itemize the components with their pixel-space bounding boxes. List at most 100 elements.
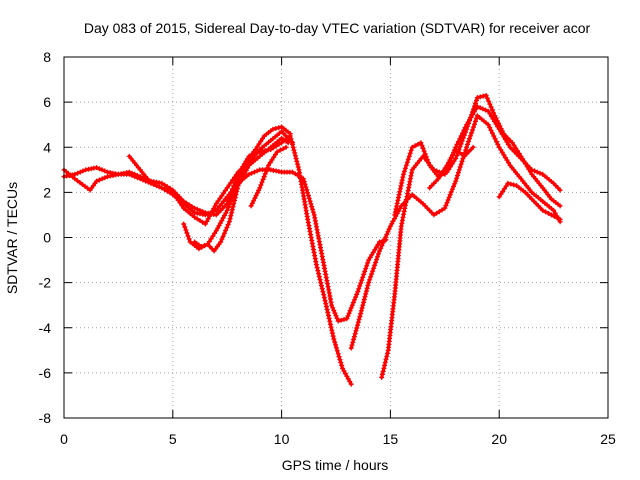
data-point xyxy=(435,176,441,182)
data-point xyxy=(501,186,507,192)
data-point xyxy=(233,172,239,178)
data-point xyxy=(202,221,208,227)
data-point xyxy=(389,221,395,227)
data-point xyxy=(186,236,192,242)
data-point xyxy=(355,322,361,328)
data-point xyxy=(407,150,413,156)
data-point xyxy=(233,192,239,198)
data-point xyxy=(359,277,365,283)
data-point xyxy=(367,255,373,260)
chart-title: Day 083 of 2015, Sidereal Day-to-day VTE… xyxy=(84,20,591,36)
data-point xyxy=(335,318,341,324)
data-point xyxy=(477,94,483,100)
data-point xyxy=(470,144,476,150)
data-point xyxy=(219,218,225,224)
data-point xyxy=(405,156,411,162)
data-point xyxy=(332,339,338,345)
data-point xyxy=(292,153,298,159)
data-point xyxy=(472,121,477,127)
data-point xyxy=(480,106,486,112)
data-point xyxy=(408,147,414,153)
data-point xyxy=(386,226,392,232)
data-point xyxy=(463,147,469,153)
series-line-arc-3 xyxy=(127,129,295,226)
data-point xyxy=(366,257,372,263)
y-tick-labels: -8 -6 -4 -2 0 2 4 6 8 xyxy=(39,49,52,426)
data-point xyxy=(99,176,105,182)
data-point xyxy=(354,291,360,297)
data-point xyxy=(260,136,265,142)
data-point xyxy=(352,297,357,303)
data-point xyxy=(355,289,361,295)
data-point xyxy=(524,164,530,170)
data-point xyxy=(206,239,212,245)
data-point xyxy=(371,265,377,271)
data-point xyxy=(499,128,505,134)
data-point xyxy=(234,189,240,195)
data-point xyxy=(412,143,418,149)
data-point xyxy=(290,140,295,146)
data-point xyxy=(217,195,223,201)
data-point xyxy=(134,173,140,178)
data-point xyxy=(460,135,466,141)
data-point xyxy=(96,177,102,183)
data-point xyxy=(358,280,364,286)
data-point xyxy=(369,252,375,258)
data-point xyxy=(504,139,510,145)
data-point xyxy=(167,188,173,194)
data-point xyxy=(518,153,524,159)
data-point xyxy=(487,125,493,130)
data-point xyxy=(385,229,391,235)
data-point xyxy=(458,161,464,167)
data-point xyxy=(470,109,475,115)
data-point xyxy=(445,197,451,203)
data-point xyxy=(540,207,546,213)
data-point xyxy=(224,207,230,213)
data-point xyxy=(380,368,386,374)
data-point xyxy=(511,142,517,148)
data-point xyxy=(74,178,80,184)
data-point xyxy=(102,168,108,174)
data-point xyxy=(305,193,311,198)
data-point xyxy=(448,154,454,160)
data-point xyxy=(225,222,231,228)
data-point xyxy=(197,218,203,224)
data-point xyxy=(474,98,479,103)
data-point xyxy=(241,164,247,170)
data-point xyxy=(335,351,341,357)
data-point xyxy=(488,127,494,133)
data-point xyxy=(218,239,224,245)
data-point xyxy=(219,236,225,242)
data-point xyxy=(484,95,490,101)
data-point xyxy=(94,178,100,184)
data-point xyxy=(305,190,310,196)
data-point xyxy=(314,265,320,271)
data-point xyxy=(434,210,440,216)
data-point xyxy=(363,266,369,272)
data-point xyxy=(546,210,551,216)
data-point xyxy=(397,186,403,192)
data-point xyxy=(256,141,262,147)
data-point xyxy=(325,310,331,315)
x-axis-label: GPS time / hours xyxy=(282,457,389,473)
data-point xyxy=(327,318,333,324)
data-point xyxy=(309,204,315,210)
data-point xyxy=(240,167,246,172)
data-point xyxy=(319,283,324,289)
data-point xyxy=(283,144,289,150)
data-point xyxy=(509,140,515,146)
data-point xyxy=(557,187,563,193)
data-point xyxy=(419,143,425,149)
data-point xyxy=(229,210,235,216)
data-point xyxy=(444,169,450,175)
data-point xyxy=(254,190,260,196)
data-point xyxy=(307,198,313,204)
series-markers-arc-8 xyxy=(379,104,563,380)
data-point xyxy=(431,212,437,218)
data-point xyxy=(341,317,347,322)
data-point xyxy=(184,230,190,236)
data-point xyxy=(232,174,237,180)
data-point xyxy=(177,200,183,206)
data-point xyxy=(491,133,497,139)
data-point xyxy=(246,171,252,177)
